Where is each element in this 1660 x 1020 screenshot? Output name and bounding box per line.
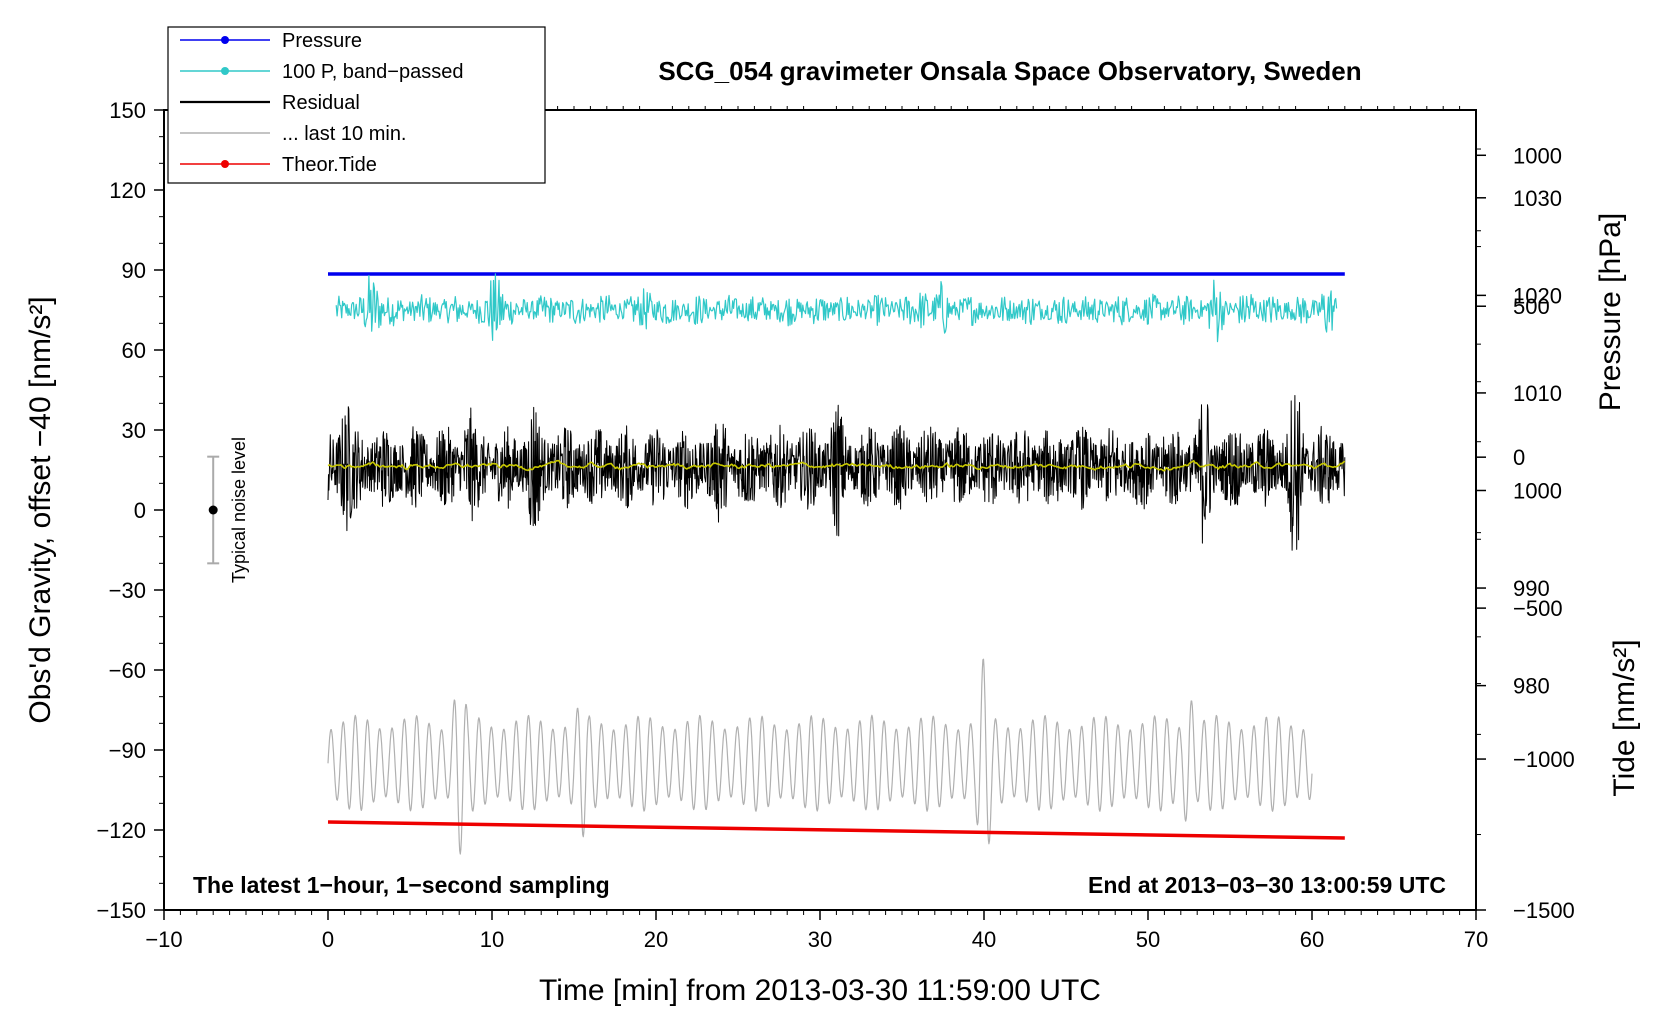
x-tick-label: 50	[1136, 927, 1160, 952]
typical-noise-indicator: Typical noise level	[207, 437, 249, 583]
pressure-tick-label: 1030	[1513, 186, 1562, 211]
x-axis-title: Time [min] from 2013-03-30 11:59:00 UTC	[539, 974, 1101, 1007]
pressure-tick-label: 1000	[1513, 478, 1562, 503]
pressure-tick-label: 980	[1513, 674, 1550, 699]
annotation-sampling: The latest 1−hour, 1−second sampling	[193, 872, 610, 898]
y-axis-title-pressure: Pressure [hPa]	[1594, 213, 1627, 411]
series-layer	[327, 272, 1346, 855]
legend: Pressure 100 P, band−passed Residual ... la…	[167, 26, 546, 184]
x-tick-label: 30	[808, 927, 832, 952]
legend-marker	[221, 36, 229, 44]
y-tick-label: −30	[109, 578, 146, 603]
legend-marker	[221, 67, 229, 75]
x-tick-label: 10	[480, 927, 504, 952]
y-tick-label: 30	[122, 418, 146, 443]
legend-label: Theor.Tide	[282, 154, 377, 176]
y-tick-label: 120	[109, 178, 146, 203]
series-100-p-band-passed	[335, 273, 1338, 343]
legend-box	[167, 26, 546, 184]
y-tick-label: −90	[109, 738, 146, 763]
legend-label: Residual	[282, 92, 360, 114]
typical-noise-label: Typical noise level	[229, 437, 249, 583]
legend-label: 100 P, band−passed	[282, 61, 463, 83]
series-theor-tide	[327, 820, 1345, 840]
noise-center-dot	[208, 505, 218, 515]
plot-frame	[163, 109, 1477, 911]
annotation-end-time: End at 2013−03−30 13:00:59 UTC	[1088, 872, 1446, 898]
pressure-tick-label: 990	[1513, 576, 1550, 601]
y-tick-label: 60	[122, 338, 146, 363]
y-tick-label: −60	[109, 658, 146, 683]
x-tick-label: 0	[322, 927, 334, 952]
tide-tick-label: −1000	[1513, 747, 1575, 772]
chart-title: SCG_054 gravimeter Onsala Space Observat…	[658, 56, 1361, 86]
x-tick-label: 70	[1464, 927, 1488, 952]
legend-marker	[221, 160, 229, 168]
pressure-tick-label: 1010	[1513, 381, 1562, 406]
x-tick-label: 40	[972, 927, 996, 952]
tide-tick-label: 1000	[1513, 143, 1562, 168]
x-tick-label: −10	[145, 927, 182, 952]
pressure-tick-label: 1020	[1513, 283, 1562, 308]
legend-label: Pressure	[282, 30, 362, 52]
tide-tick-label: −500	[1513, 596, 1563, 621]
tide-tick-label: −1500	[1513, 898, 1575, 923]
y-tick-label: −150	[96, 898, 146, 923]
y-axis-title-left: Obs'd Gravity, offset −40 [nm/s²]	[24, 296, 57, 723]
series-residual-smoothed	[327, 459, 1346, 472]
tide-tick-label: 0	[1513, 445, 1525, 470]
x-tick-label: 60	[1300, 927, 1324, 952]
tide-tick-label: 500	[1513, 294, 1550, 319]
y-tick-label: 0	[134, 498, 146, 523]
y-tick-label: −120	[96, 818, 146, 843]
axes-layer: −10 0 10 20 30 40 50 60 70−150−120−90−60−3003060…	[96, 98, 1574, 952]
legend-label: ... last 10 min.	[282, 123, 407, 145]
x-tick-label: 20	[644, 927, 668, 952]
y-axis-title-tide: Tide [nm/s²]	[1608, 639, 1641, 796]
series-residual	[327, 395, 1346, 551]
y-tick-label: 90	[122, 258, 146, 283]
series-last-10-min	[327, 658, 1313, 855]
y-tick-label: 150	[109, 98, 146, 123]
